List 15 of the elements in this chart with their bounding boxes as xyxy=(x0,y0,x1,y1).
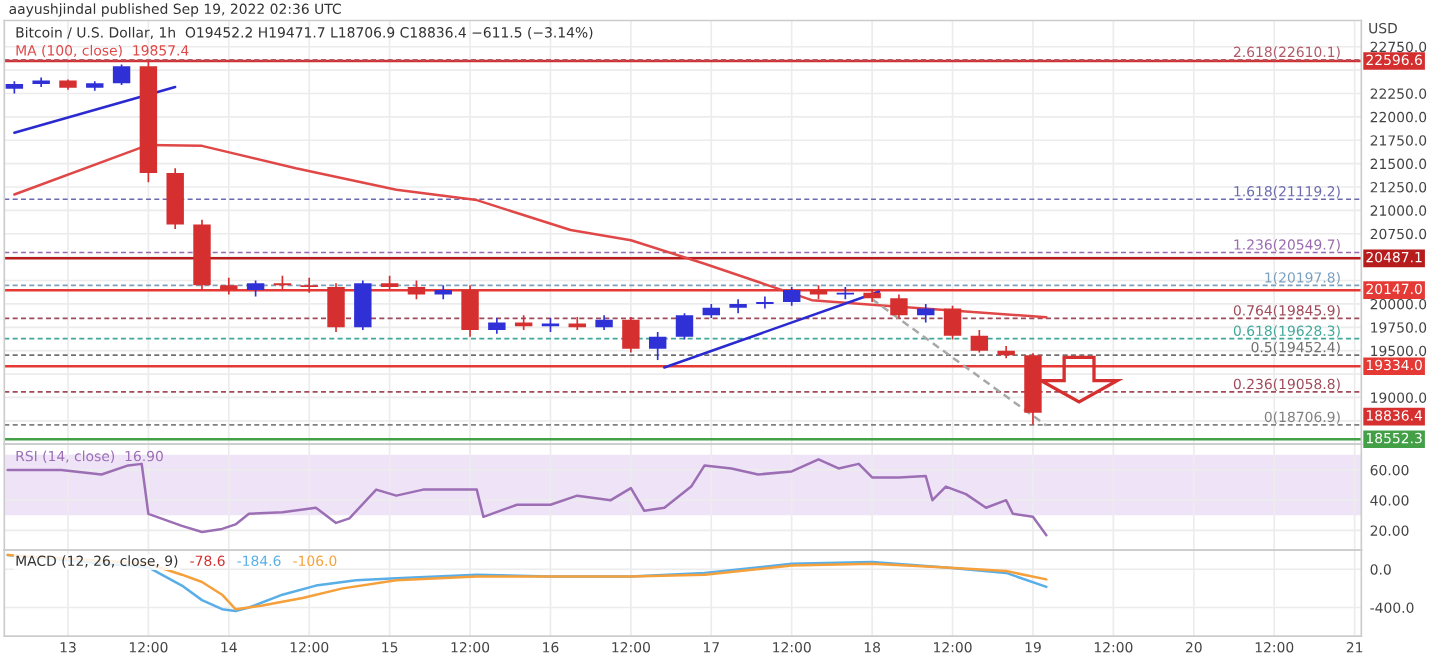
candlestick xyxy=(783,286,801,307)
candlestick xyxy=(461,284,479,338)
candlestick xyxy=(890,293,908,319)
candlestick xyxy=(300,276,318,294)
candlestick xyxy=(970,329,989,354)
candlestick xyxy=(327,282,345,333)
candlestick xyxy=(943,304,962,341)
candlestick xyxy=(112,63,131,86)
line-series xyxy=(13,143,1048,319)
candlestick xyxy=(407,279,426,301)
candlestick xyxy=(622,316,640,354)
candlestick xyxy=(675,312,694,341)
candlestick xyxy=(648,331,667,361)
candlestick xyxy=(354,279,372,331)
candlestick xyxy=(756,295,774,310)
